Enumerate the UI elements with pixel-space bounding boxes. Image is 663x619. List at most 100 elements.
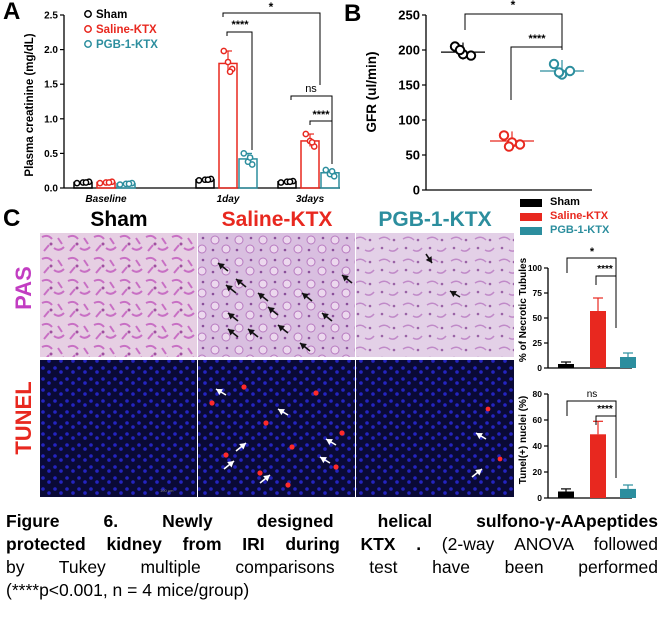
data-point — [116, 181, 124, 188]
y-axis-label: % of Necrotic Tubules — [518, 257, 529, 362]
data-point — [125, 180, 133, 188]
y-tick-label: 150 — [398, 78, 420, 93]
tunel-positive-nucleus — [313, 390, 319, 396]
arrow-head — [227, 461, 234, 468]
y-tick-label: 75 — [533, 288, 543, 298]
arrow-head — [216, 389, 223, 396]
x-tick-label: 1day — [217, 194, 240, 205]
y-tick-label: 0 — [537, 493, 542, 502]
annotation-arrows — [215, 253, 487, 484]
significance-brackets: * **** — [464, 0, 563, 100]
y-tick-label: 60 — [533, 415, 543, 425]
y-tick-label: 0 — [413, 183, 420, 198]
data-point — [553, 67, 565, 78]
y-tick-label: 0 — [537, 363, 542, 373]
data-point — [96, 179, 104, 187]
legend-label-pgb: PGB-1-KTX — [96, 39, 158, 51]
micrograph-tunel-pgb — [356, 360, 514, 497]
arrow-head — [475, 469, 482, 476]
legend-swatch-saline — [520, 213, 542, 221]
y-tick-label: 100 — [398, 113, 420, 128]
sig-top: * — [590, 246, 595, 258]
data-point — [465, 50, 477, 61]
data-point — [286, 178, 294, 186]
arrow-head — [425, 256, 432, 263]
y-tick-label: 100 — [528, 263, 542, 273]
data-point — [277, 179, 285, 186]
scale-bar-label: 100 μm — [160, 488, 174, 493]
data-point — [204, 176, 212, 184]
y-tick-label: 2.5 — [44, 11, 58, 22]
arrow-head — [236, 279, 243, 286]
caption-title: Figure 6. Newly designed helical sulfono… — [6, 511, 658, 531]
data-point — [246, 154, 254, 161]
data-point — [73, 179, 81, 187]
legend-label-saline: Saline-KTX — [96, 24, 157, 36]
x-tick-label: Baseline — [85, 194, 127, 205]
gfr-dot-plot: GFR (ul/min) 0 50 100 150 200 250 * **** — [364, 0, 592, 198]
sig-day3-top: ns — [305, 83, 317, 95]
row-label-pas: PAS — [11, 266, 36, 310]
legend-label-sham: Sham — [96, 9, 127, 21]
bar — [590, 434, 606, 498]
arrow-head — [239, 443, 246, 450]
y-tick-label: 0.0 — [44, 184, 58, 195]
y-tick-label: 50 — [406, 148, 420, 163]
bar — [558, 491, 574, 498]
column-header-sham: Sham — [90, 208, 148, 231]
legend-marker-sham — [84, 10, 92, 18]
data-point — [195, 177, 203, 184]
arrow-head — [450, 291, 457, 298]
arrow-head — [302, 293, 309, 300]
data-point — [302, 130, 310, 138]
data-point — [248, 161, 256, 168]
column-header-saline: Saline-KTX — [221, 208, 333, 231]
caption-text-line3: by Tukey multiple comparisons test have … — [6, 557, 658, 577]
sig-top: ns — [587, 389, 598, 400]
tunel-positive-nucleus — [223, 452, 229, 458]
tunel-positive-nucleus — [497, 456, 503, 462]
data-point — [226, 68, 234, 76]
panel-c-legend: Sham Saline-KTX PGB-1-KTX — [520, 196, 663, 238]
micrograph-tunel-saline — [198, 360, 355, 497]
legend-swatch-sham — [520, 199, 542, 207]
tunel-positive-nucleus — [257, 470, 263, 476]
data-point — [308, 138, 316, 146]
data-point — [503, 141, 515, 152]
legend-label-pgb: PGB-1-KTX — [550, 224, 610, 236]
figure-caption: Figure 6. Newly designed helical sulfono… — [6, 510, 658, 602]
bar — [590, 311, 606, 368]
bar — [218, 62, 238, 189]
y-axis-label: GFR (ul/min) — [364, 52, 379, 133]
arrow-head — [258, 293, 265, 300]
micrograph-pas-saline — [198, 233, 355, 357]
y-axis-label: Plasma creatinine (mg/dL) — [24, 33, 36, 176]
sig-inner: **** — [528, 33, 546, 45]
bar — [620, 488, 636, 498]
data-point — [454, 44, 466, 56]
y-axis-label: Tunel(+) nuclei (%) — [518, 396, 529, 484]
legend-swatch-pgb — [520, 227, 542, 235]
sig-day1-top: * — [269, 0, 274, 14]
arrow-head — [320, 457, 327, 464]
y-tick-label: 200 — [398, 43, 420, 58]
y-tick-label: 50 — [533, 313, 543, 323]
y-tick-label: 25 — [533, 338, 543, 348]
data-point — [82, 179, 90, 186]
arrow-head — [228, 313, 235, 320]
tunel-positive-nucleus — [333, 464, 339, 470]
significance-brackets: * **** ns **** — [222, 0, 333, 164]
significance-brackets: * **** — [566, 246, 617, 328]
caption-title-cont: protected kidney from IRI during KTX . — [6, 534, 422, 554]
data-point — [224, 58, 232, 66]
sig-inner: **** — [597, 404, 613, 415]
y-tick-label: 80 — [533, 389, 543, 399]
y-tick-label: 1.0 — [44, 114, 58, 125]
x-tick-label: 3days — [296, 194, 325, 205]
y-tick-label: 250 — [398, 8, 420, 23]
micrograph-pas-sham — [40, 233, 197, 357]
caption-text-line4: (****p<0.001, n = 4 mice/group) — [6, 580, 250, 600]
tunel-positive-nuclei — [209, 384, 503, 488]
sig-day1-inner: **** — [231, 19, 249, 31]
data-point — [105, 179, 113, 186]
